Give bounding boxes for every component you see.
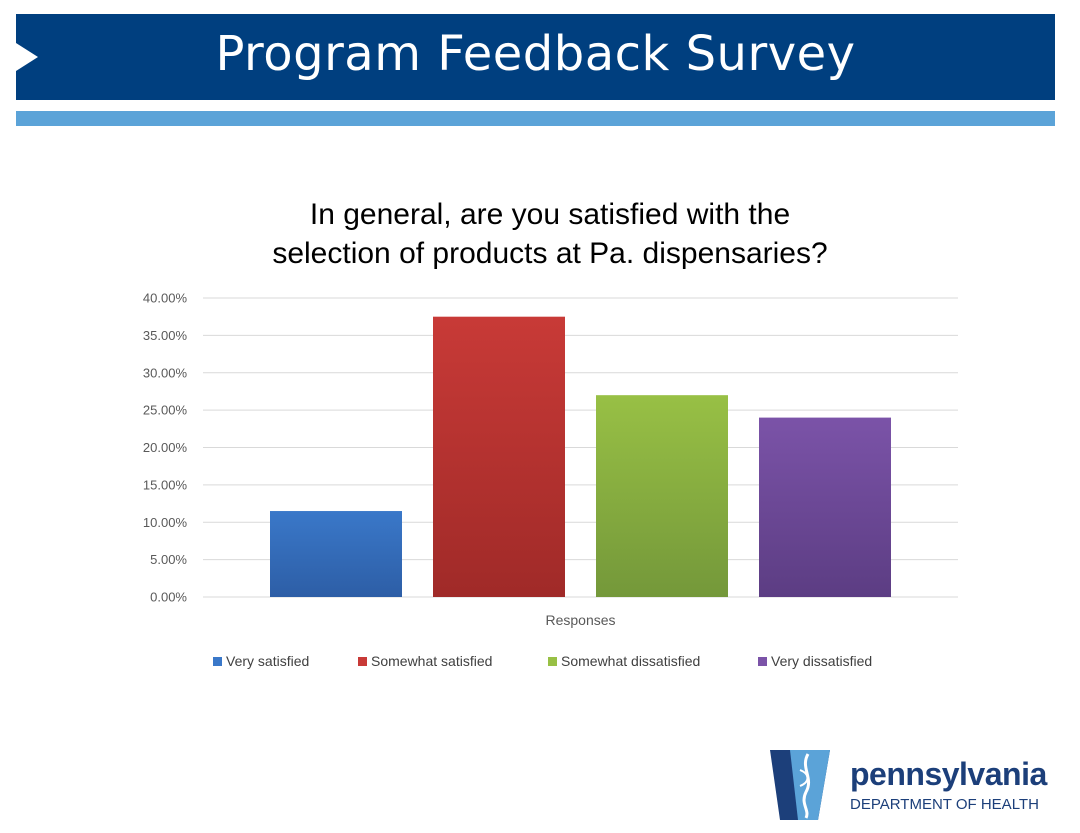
legend-label: Very dissatisfied [771, 653, 872, 669]
bar-somewhat-dissatisfied [596, 395, 728, 597]
banner-arrow-icon [16, 43, 38, 71]
y-tick-label: 20.00% [143, 440, 188, 455]
bar-very-satisfied [270, 511, 402, 597]
legend-swatch [548, 657, 557, 666]
chart-title-line-2: selection of products at Pa. dispensarie… [272, 237, 828, 270]
legend-swatch [758, 657, 767, 666]
y-tick-label: 30.00% [143, 365, 188, 380]
logo-subtitle: DEPARTMENT OF HEALTH [850, 796, 1039, 813]
y-tick-label: 10.00% [143, 515, 188, 530]
chart-title: In general, are you satisfied with the s… [150, 195, 950, 273]
y-tick-label: 40.00% [143, 291, 188, 306]
accent-stripe [16, 111, 1055, 126]
y-tick-label: 15.00% [143, 477, 188, 492]
keystone-logo-icon [770, 750, 830, 820]
y-tick-label: 35.00% [143, 328, 188, 343]
title-banner: Program Feedback Survey [16, 14, 1055, 100]
legend-label: Somewhat dissatisfied [561, 653, 700, 669]
page-title: Program Feedback Survey [215, 26, 856, 82]
legend-swatch [213, 657, 222, 666]
logo-wordmark: pennsylvania [850, 756, 1047, 792]
bar-very-dissatisfied [759, 417, 891, 597]
legend-label: Very satisfied [226, 653, 309, 669]
pa-health-logo: pennsylvania DEPARTMENT OF HEALTH [770, 748, 1060, 820]
chart-title-line-1: In general, are you satisfied with the [309, 198, 791, 231]
bar-somewhat-satisfied [433, 316, 565, 597]
legend-swatch [358, 657, 367, 666]
y-tick-label: 0.00% [150, 590, 187, 605]
x-axis-label: Responses [545, 612, 615, 628]
y-tick-label: 25.00% [143, 403, 188, 418]
y-tick-label: 5.00% [150, 552, 187, 567]
legend-label: Somewhat satisfied [371, 653, 492, 669]
